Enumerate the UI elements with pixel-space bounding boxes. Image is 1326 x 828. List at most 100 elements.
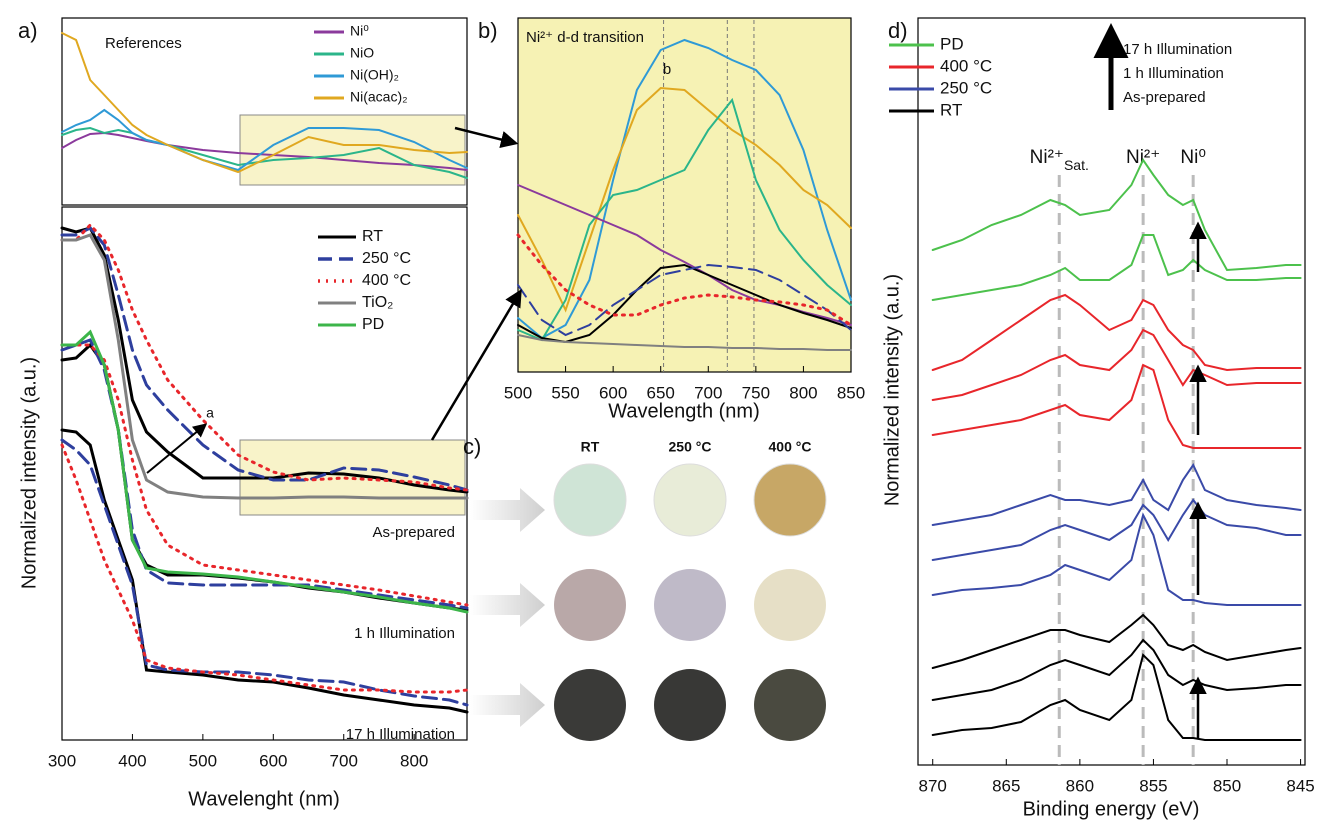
y-axis-label: Normalized intensity (a.u.) [18, 357, 40, 589]
spectrum-line [516, 233, 853, 327]
annotation: As-prepared [1123, 89, 1206, 106]
grey-arrow [470, 583, 545, 627]
plot-frame [917, 17, 1306, 766]
x-tick-label: 700 [330, 751, 358, 770]
spectrum-line [931, 498, 1302, 561]
x-axis-label: Wavelenght (nm) [188, 788, 340, 810]
spectrum-line [517, 86, 852, 313]
sample-photo [553, 463, 627, 537]
spectrum-line [61, 131, 468, 171]
spectrum-line [60, 428, 469, 714]
legend-label: RT [940, 100, 962, 119]
x-tick-label: 750 [742, 383, 770, 402]
highlight-box [239, 114, 466, 186]
peak-name: Ni²⁺ [1126, 147, 1160, 168]
spectrum-line [931, 512, 1302, 606]
legend-label: NiO [350, 45, 374, 61]
x-tick-label: 600 [599, 383, 627, 402]
peak-name: Ni⁰ [1180, 147, 1206, 168]
spectrum-line [517, 38, 852, 340]
legend-label: PD [362, 316, 384, 333]
x-tick-label: 800 [789, 383, 817, 402]
grey-arrow [470, 683, 545, 727]
peak-label: Ni²⁺ [1126, 147, 1160, 168]
y-axis-label: Normalized intensity (a.u.) [881, 274, 903, 506]
spectrum-line [517, 334, 852, 351]
column-label: 400 °C [769, 439, 812, 455]
panel-b-background [518, 18, 851, 372]
arrow [146, 423, 208, 474]
x-tick-label: 870 [919, 776, 947, 795]
spectrum-line [61, 126, 468, 179]
plot-frame [517, 17, 852, 373]
column-label: RT [581, 439, 600, 455]
sample-photo [654, 569, 726, 641]
spectrum-line [61, 32, 468, 174]
spectrum-line [931, 234, 1302, 301]
annotation: 17 h Illumination [1123, 41, 1232, 58]
sample-photo [754, 569, 826, 641]
x-tick-label: 700 [694, 383, 722, 402]
sample-photo [653, 463, 727, 537]
x-tick-label: 500 [504, 383, 532, 402]
annotation: As-prepared [372, 524, 455, 541]
spectrum-line [60, 222, 469, 492]
spectrum-line [517, 263, 852, 344]
spectrum-line [60, 226, 469, 492]
legend-label: 400 °C [362, 272, 411, 289]
spectrum-line [931, 293, 1302, 372]
spectrum-line [931, 653, 1302, 741]
spectrum-line [931, 157, 1302, 272]
x-tick-label: 850 [837, 383, 865, 402]
spectrum-line [60, 443, 469, 694]
annotation: Ni²⁺ d-d transition [526, 29, 644, 46]
spectrum-line [931, 462, 1302, 526]
panel-label: c) [463, 434, 481, 459]
peak-label: Ni⁰ [1180, 147, 1206, 168]
sample-photo [754, 669, 826, 741]
legend-label: Ni(OH)₂ [350, 67, 399, 83]
annotation: References [105, 35, 182, 52]
legend-label: 250 °C [362, 250, 411, 267]
spectrum-line [60, 226, 469, 494]
x-tick-label: 865 [992, 776, 1020, 795]
legend-label: 250 °C [940, 78, 992, 97]
x-tick-label: 600 [259, 751, 287, 770]
annotation: 1 h Illumination [1123, 65, 1224, 82]
legend-label: RT [362, 228, 383, 245]
legend-label: 400 °C [940, 56, 992, 75]
panel-c: c) RT 250 °C 400 °C [463, 434, 827, 741]
sample-photo [554, 569, 626, 641]
legend-label: Ni(acac)₂ [350, 89, 408, 105]
spectrum-line [931, 363, 1302, 449]
legend-label: PD [940, 34, 964, 53]
sample-photo [654, 669, 726, 741]
annotation: 17 h Illumination [346, 726, 455, 743]
spectrum-line [931, 613, 1302, 669]
column-label: 250 °C [669, 439, 712, 455]
legend-label: Ni⁰ [350, 23, 369, 39]
spectrum-line [517, 97, 852, 342]
peak-subscript: Sat. [1064, 157, 1089, 173]
spectrum-line [60, 338, 469, 610]
peak-label: Ni²⁺Sat. [1030, 147, 1089, 173]
sample-photo [554, 669, 626, 741]
x-axis-label: Wavelength (nm) [608, 400, 760, 422]
peak-name: Ni²⁺ [1030, 147, 1064, 168]
x-tick-label: 800 [400, 751, 428, 770]
grey-arrow [470, 488, 545, 532]
annotation: 1 h Illumination [354, 625, 455, 642]
arrow [430, 288, 522, 441]
spectrum-line [931, 638, 1302, 701]
x-tick-label: 845 [1286, 776, 1314, 795]
x-tick-label: 400 [118, 751, 146, 770]
spectrum-line [517, 263, 852, 337]
annotation: b [663, 61, 671, 78]
x-axis-label: Binding energy (eV) [1023, 798, 1200, 820]
x-tick-label: 650 [647, 383, 675, 402]
x-tick-label: 550 [551, 383, 579, 402]
legend-label: TiO₂ [362, 294, 393, 311]
x-tick-label: 500 [189, 751, 217, 770]
annotation: a [206, 405, 214, 421]
